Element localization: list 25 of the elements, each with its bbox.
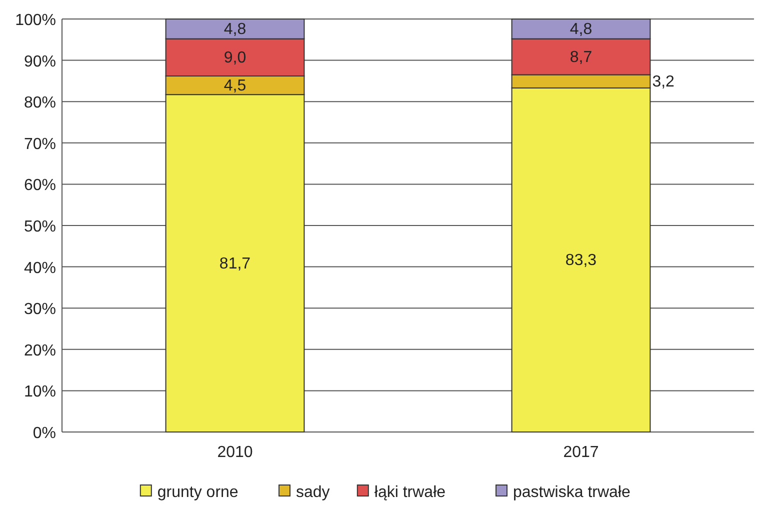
y-tick-label: 100% [15,12,56,29]
x-tick-label: 2010 [217,444,253,461]
data-label: 4,8 [224,20,246,38]
y-tick-label: 80% [24,94,56,112]
y-tick-label: 30% [24,301,56,318]
data-label: 9,0 [224,49,246,66]
legend-label: łąki trwałe [374,484,446,501]
y-tick-label: 90% [24,53,56,70]
y-tick-label: 70% [24,136,56,153]
y-tick-label: 20% [24,342,56,360]
data-label: 81,7 [219,255,251,272]
data-label: 3,2 [652,73,675,90]
y-tick-label: 50% [24,218,56,236]
y-tick-label: 40% [24,260,56,277]
legend-label: sady [296,484,330,501]
legend-label: grunty orne [157,484,238,501]
y-tick-label: 0% [32,425,56,442]
y-tick-label: 60% [24,177,56,194]
x-tick-label: 2017 [563,444,599,461]
data-label: 4,5 [224,77,246,94]
y-tick-label: 10% [24,384,56,401]
data-label: 8,7 [570,48,592,66]
data-label: 83,3 [565,252,597,269]
data-label: 4,8 [570,20,592,38]
legend-label: pastwiska trwałe [513,484,630,501]
